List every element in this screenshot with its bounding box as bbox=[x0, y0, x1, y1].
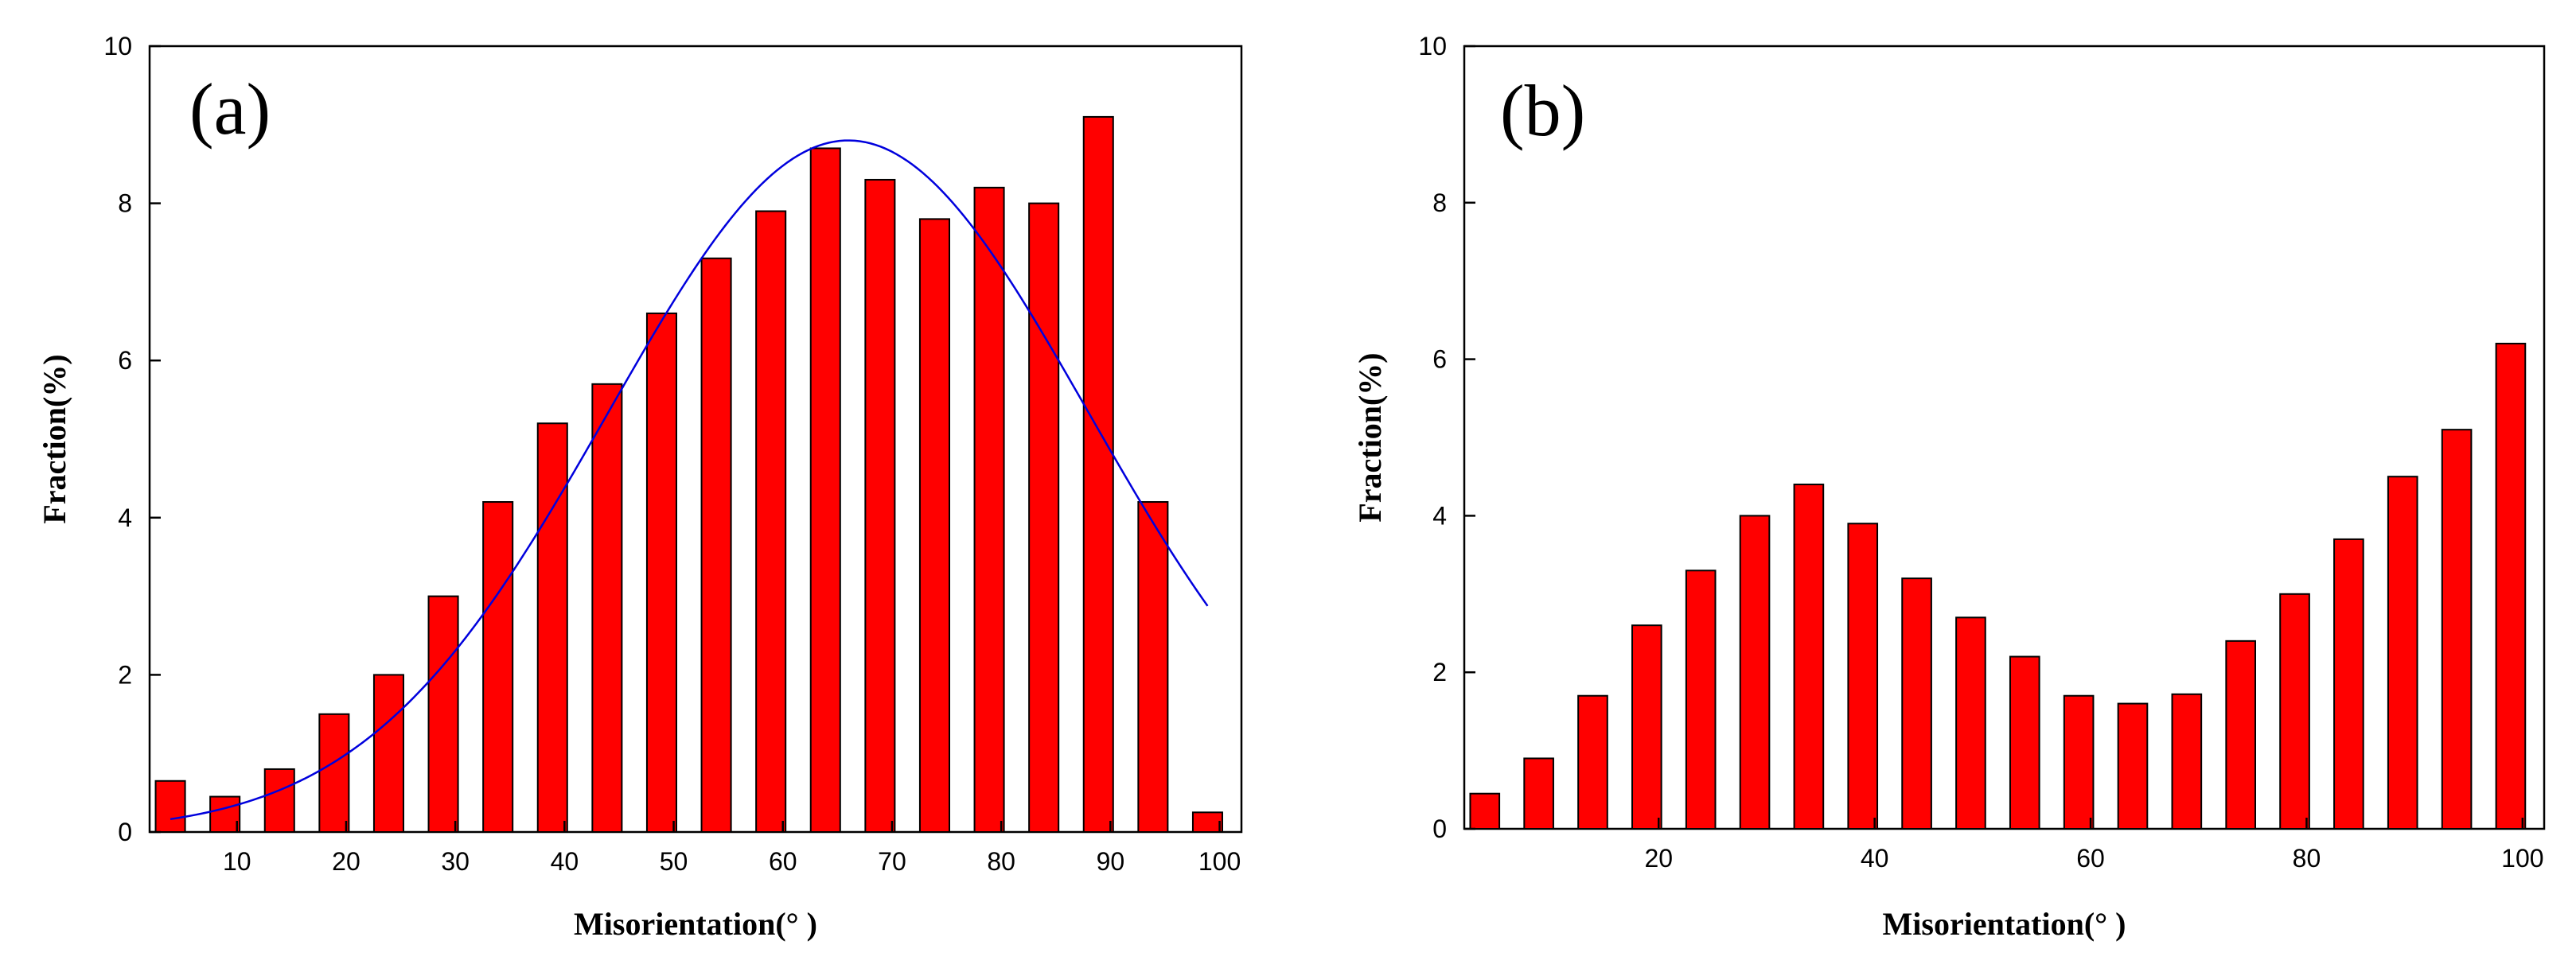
bar bbox=[2279, 593, 2310, 830]
x-tick-label: 80 bbox=[2293, 844, 2321, 873]
y-tick-label: 0 bbox=[1432, 815, 1447, 843]
bar bbox=[1739, 515, 1771, 830]
x-tick-label: 100 bbox=[1198, 847, 1241, 876]
y-tick-label: 2 bbox=[118, 660, 132, 689]
bar bbox=[2009, 655, 2040, 830]
panel-a: 10 20 30 40 50 60 70 80 90 100 0 2 4 6 8 10 (a) Misorient… bbox=[37, 32, 1243, 942]
bar bbox=[2117, 702, 2149, 830]
x-axis-title: Misorientation(° ) bbox=[574, 906, 817, 942]
x-tick-label: 20 bbox=[1644, 844, 1673, 873]
bar bbox=[864, 178, 896, 833]
x-tick-label: 10 bbox=[223, 847, 251, 876]
x-tick-label: 80 bbox=[987, 847, 1015, 876]
bar bbox=[1469, 792, 1501, 830]
y-tick-label: 10 bbox=[103, 32, 132, 60]
y-tick-label: 2 bbox=[1432, 658, 1447, 686]
bar bbox=[973, 186, 1005, 833]
x-tick-label: 60 bbox=[2076, 844, 2105, 873]
y-tick-label: 10 bbox=[1418, 32, 1447, 60]
x-tick-label: 90 bbox=[1097, 847, 1125, 876]
x-tick-label: 70 bbox=[878, 847, 906, 876]
bar bbox=[1685, 570, 1717, 830]
y-axis-title: Fraction(%) bbox=[1352, 352, 1388, 522]
bar bbox=[318, 713, 350, 833]
fit-curve bbox=[170, 139, 1209, 821]
y-tick-label: 8 bbox=[118, 189, 132, 218]
x-tick-label: 100 bbox=[2501, 844, 2543, 873]
bar bbox=[427, 595, 459, 833]
bar bbox=[2063, 694, 2095, 830]
bar bbox=[536, 422, 568, 833]
bar bbox=[2333, 538, 2364, 830]
bar bbox=[1082, 115, 1114, 834]
bar bbox=[2387, 476, 2418, 830]
y-axis-title: Fraction(%) bbox=[37, 354, 72, 523]
y-tick-label: 6 bbox=[118, 346, 132, 375]
bar bbox=[1577, 694, 1608, 830]
x-tick-label: 40 bbox=[1861, 844, 1889, 873]
bar bbox=[1137, 501, 1169, 833]
bar bbox=[918, 218, 950, 833]
bar bbox=[1191, 811, 1223, 833]
bar bbox=[809, 147, 841, 833]
y-tick-label: 8 bbox=[1432, 189, 1447, 217]
bar bbox=[154, 780, 186, 834]
bar bbox=[209, 795, 241, 833]
bar bbox=[755, 210, 787, 834]
bar bbox=[1955, 616, 1986, 830]
x-axis-title: Misorientation(° ) bbox=[1883, 906, 2126, 942]
y-tick-label: 4 bbox=[118, 503, 132, 532]
panel-label: (b) bbox=[1500, 70, 1585, 151]
bar bbox=[482, 501, 514, 833]
plot-frame bbox=[148, 45, 1243, 834]
x-tick-label: 20 bbox=[332, 847, 360, 876]
plot-frame bbox=[1463, 45, 2546, 830]
bar bbox=[2225, 640, 2257, 830]
bar bbox=[700, 257, 732, 833]
x-tick-label: 60 bbox=[769, 847, 797, 876]
bar bbox=[1847, 523, 1879, 830]
bar bbox=[372, 674, 404, 834]
x-tick-label: 40 bbox=[551, 847, 579, 876]
y-tick-label: 6 bbox=[1432, 345, 1447, 374]
y-tick-label: 4 bbox=[1432, 501, 1447, 530]
x-tick-label: 30 bbox=[441, 847, 470, 876]
y-tick-label: 0 bbox=[118, 818, 132, 846]
bar bbox=[1028, 202, 1060, 834]
panel-b: 20 40 60 80 100 0 2 4 6 8 10 (b) Misorientation(° ) F… bbox=[1352, 32, 2546, 942]
bar bbox=[1901, 577, 1932, 830]
bar bbox=[1523, 757, 1554, 830]
bar bbox=[2171, 693, 2203, 830]
bar bbox=[645, 312, 677, 834]
bar bbox=[2441, 429, 2473, 830]
bar bbox=[263, 768, 295, 834]
bar bbox=[1793, 484, 1825, 830]
bar bbox=[591, 383, 623, 833]
panel-label: (a) bbox=[189, 68, 271, 150]
bar bbox=[1631, 624, 1662, 830]
x-tick-label: 50 bbox=[660, 847, 688, 876]
bar bbox=[2495, 342, 2527, 830]
